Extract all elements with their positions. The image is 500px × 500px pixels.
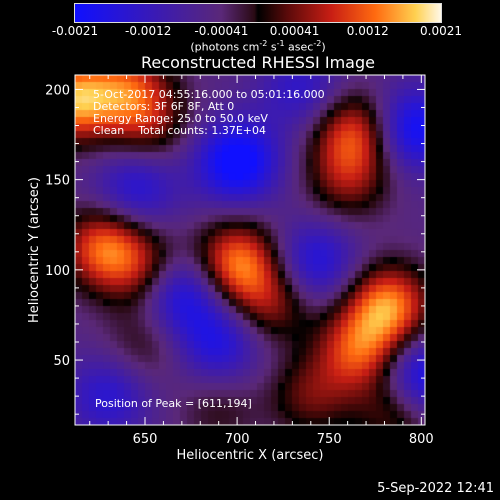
colorbar-tick-label: 0.00041 bbox=[269, 24, 320, 38]
colorbar-tick-label: -0.0021 bbox=[51, 24, 99, 38]
x-tick-label: 650 bbox=[133, 432, 158, 447]
colorbar-unit-label: (photons cm-2 s-1 asec-2) bbox=[190, 39, 326, 54]
y-axis-title: Heliocentric Y (arcsec) bbox=[27, 177, 42, 323]
colorbar-tick-label: -0.00041 bbox=[194, 24, 249, 38]
footer-timestamp: 5-Sep-2022 12:41 bbox=[377, 481, 494, 496]
colorbar-tick-label: 0.0021 bbox=[420, 24, 462, 38]
chart-title: Reconstructed RHESSI Image bbox=[141, 53, 375, 72]
colorbar-tick-label: 0.0012 bbox=[346, 24, 389, 38]
colorbar-tick-label: -0.0012 bbox=[125, 24, 172, 38]
y-tick-label: 200 bbox=[45, 83, 70, 98]
y-tick-label: 100 bbox=[45, 264, 70, 279]
y-tick-label: 150 bbox=[45, 174, 70, 189]
peak-position-text: Position of Peak = [611,194] bbox=[95, 397, 252, 410]
clean-counts-text: Clean Total counts: 1.37E+04 bbox=[93, 124, 267, 137]
x-tick-label: 800 bbox=[409, 432, 434, 447]
time-range-text: 5-Oct-2017 04:55:16.000 to 05:01:16.000 bbox=[93, 88, 325, 101]
colorbar bbox=[74, 3, 442, 23]
x-tick-label: 700 bbox=[225, 432, 250, 447]
x-tick-label: 750 bbox=[317, 432, 342, 447]
colorbar-gradient bbox=[74, 3, 442, 23]
energy-range-text: Energy Range: 25.0 to 50.0 keV bbox=[93, 112, 268, 125]
y-tick-label: 50 bbox=[53, 354, 70, 369]
x-axis-title: Heliocentric X (arcsec) bbox=[177, 448, 324, 463]
detectors-text: Detectors: 3F 6F 8F, Att 0 bbox=[93, 100, 235, 113]
